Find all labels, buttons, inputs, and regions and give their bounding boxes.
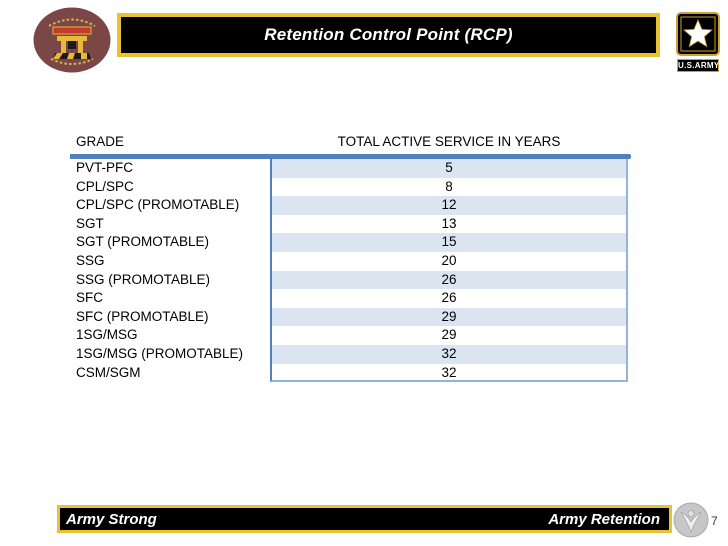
retention-badge-icon [673, 502, 709, 538]
years-cell: 20 [270, 251, 628, 271]
years-cell: 15 [270, 233, 628, 252]
slide-title-bar: Retention Control Point (RCP) [117, 13, 660, 57]
table-row: PVT-PFC 5 [70, 159, 628, 178]
years-cell: 29 [270, 326, 628, 345]
table-header-row: GRADE TOTAL ACTIVE SERVICE IN YEARS [70, 134, 628, 154]
page-number: 7 [711, 514, 718, 528]
us-army-star-logo-icon [676, 12, 720, 57]
table-row: SSG (PROMOTABLE) 26 [70, 270, 628, 290]
years-cell: 13 [270, 214, 628, 234]
years-cell: 32 [270, 344, 628, 364]
table-row: CPL/SPC 8 [70, 177, 628, 197]
grade-cell: 1SG/MSG (PROMOTABLE) [76, 345, 244, 361]
years-cell: 32 [270, 363, 628, 383]
grade-cell: SSG (PROMOTABLE) [76, 271, 211, 287]
table-row: SSG 20 [70, 251, 628, 271]
table-row: SGT (PROMOTABLE) 15 [70, 233, 628, 252]
us-army-label: U.S.ARMY [677, 59, 720, 72]
table-row: SFC 26 [70, 289, 628, 308]
years-cell: 5 [270, 159, 628, 178]
table-row: 1SG/MSG (PROMOTABLE) 32 [70, 344, 628, 364]
grade-cell: SGT [76, 215, 104, 231]
page-title: Retention Control Point (RCP) [264, 25, 513, 44]
column-header-grade: GRADE [76, 134, 125, 149]
table-header-rule [70, 154, 631, 159]
grade-cell: SSG [76, 252, 105, 268]
years-cell: 29 [270, 307, 628, 327]
table-body: PVT-PFC 5 CPL/SPC 8 CPL/SPC (PROMOTABLE)… [70, 159, 628, 383]
years-cell: 26 [270, 289, 628, 308]
footer-right-label: Army Retention [548, 510, 660, 528]
table-row: CSM/SGM 32 [70, 363, 628, 383]
column-header-years: TOTAL ACTIVE SERVICE IN YEARS [337, 134, 561, 149]
years-cell: 8 [270, 177, 628, 197]
grade-cell: SGT (PROMOTABLE) [76, 234, 210, 250]
grade-cell: SFC [76, 290, 103, 306]
rcp-table: GRADE TOTAL ACTIVE SERVICE IN YEARS PVT-… [70, 134, 631, 383]
grade-cell: CSM/SGM [76, 364, 141, 380]
table-row: SGT 13 [70, 214, 628, 234]
footer-bar: Army Strong Army Retention [57, 505, 672, 533]
unit-crest-emblem-icon [33, 7, 111, 73]
grade-cell: CPL/SPC [76, 178, 134, 194]
table-row: SFC (PROMOTABLE) 29 [70, 307, 628, 327]
grade-cell: SFC (PROMOTABLE) [76, 308, 209, 324]
years-cell: 26 [270, 270, 628, 290]
years-cell: 12 [270, 196, 628, 215]
table-row: CPL/SPC (PROMOTABLE) 12 [70, 196, 628, 215]
footer-left-label: Army Strong [66, 510, 157, 528]
grade-cell: PVT-PFC [76, 160, 134, 175]
grade-cell: CPL/SPC (PROMOTABLE) [76, 197, 240, 213]
grade-cell: 1SG/MSG [76, 327, 138, 343]
table-row: 1SG/MSG 29 [70, 326, 628, 345]
